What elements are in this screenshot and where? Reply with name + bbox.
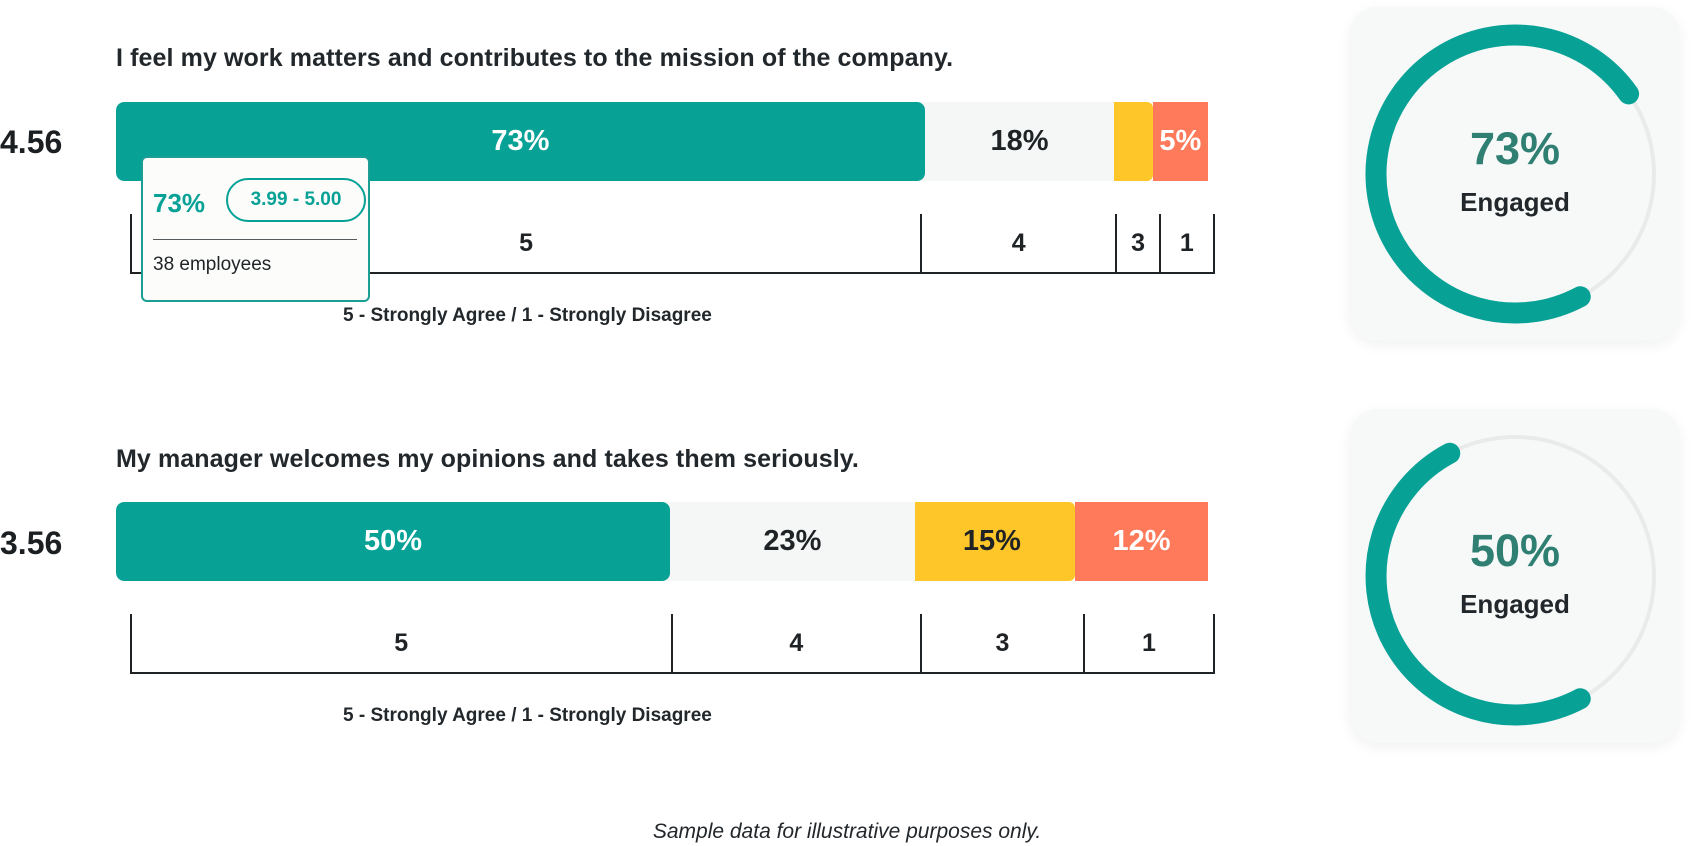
question-1-scale: 5 4 3 1 [130,214,1215,274]
tooltip-divider [153,239,357,240]
q2-segment-label: 23% [763,525,822,557]
segment-tooltip: 73% 3.99 - 5.00 38 employees [141,156,370,302]
q2-segment-agree[interactable]: 23% [660,502,915,581]
engagement-gauge-2 [1365,435,1656,726]
q1-scale-4: 4 [922,214,1118,272]
q1-segment-label: 5% [1159,125,1202,157]
question-2-legend: 5 - Strongly Agree / 1 - Strongly Disagr… [343,705,712,726]
question-2-score: 3.56 [0,525,63,561]
q2-segment-label: 15% [962,525,1021,557]
gauge-percent: 50% [1469,525,1561,576]
q1-scale-3: 3 [1117,214,1161,272]
tooltip-percent: 73% [153,188,206,218]
question-2-text: My manager welcomes my opinions and take… [116,445,859,473]
gauge-label: Engaged [1460,187,1570,217]
question-1-score: 4.56 [0,124,63,160]
gauge-label: Engaged [1460,589,1570,619]
engagement-card-1: 73% Engaged [1350,7,1680,341]
q1-segment-disagree[interactable]: 5% [1152,102,1208,181]
q1-segment-label: 18% [990,125,1049,157]
gauge-percent: 73% [1469,123,1561,174]
q2-segment-label: 12% [1112,525,1171,557]
q2-scale-4: 4 [673,614,923,672]
q1-segment-agree[interactable]: 18% [914,102,1115,181]
question-1-legend: 5 - Strongly Agree / 1 - Strongly Disagr… [343,305,712,326]
q2-scale-5: 5 [130,614,673,672]
engagement-card-2: 50% Engaged [1350,409,1680,743]
question-1-text: I feel my work matters and contributes t… [116,44,954,72]
tooltip-employee-count: 38 employees [153,254,272,275]
footnote: Sample data for illustrative purposes on… [652,820,1042,843]
q1-segment-neutral[interactable] [1108,102,1153,181]
q1-scale-5: 5 [130,214,923,272]
gauge-arc [1365,24,1640,324]
q2-segment-label: 50% [363,525,423,557]
q2-segment-agree-strong[interactable]: 50% [116,502,670,581]
question-2-response-bar: 50% 23% 15% 12% [116,502,1224,581]
engagement-gauge-1 [1365,24,1656,324]
q1-segment-label: 73% [491,125,550,157]
tooltip-range-badge: 3.99 - 5.00 [226,178,366,222]
q1-scale-1: 1 [1161,214,1215,272]
q2-scale-3: 3 [922,614,1085,672]
q2-segment-disagree[interactable]: 12% [1075,502,1208,581]
q2-segment-neutral[interactable]: 15% [908,502,1076,581]
gauge-arc [1365,442,1591,726]
question-2-scale: 5 4 3 1 [130,614,1215,674]
q2-scale-1: 1 [1085,614,1215,672]
